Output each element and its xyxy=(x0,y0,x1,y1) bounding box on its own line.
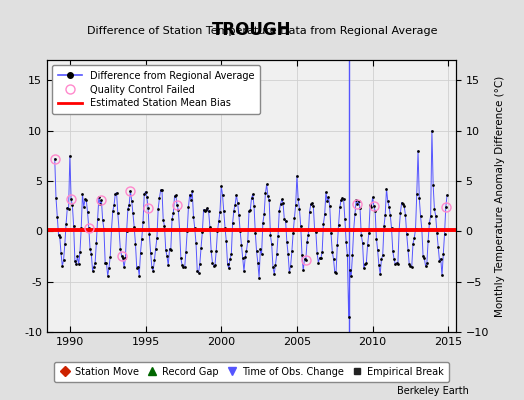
Y-axis label: Monthly Temperature Anomaly Difference (°C): Monthly Temperature Anomaly Difference (… xyxy=(495,75,505,317)
Legend: Station Move, Record Gap, Time of Obs. Change, Empirical Break: Station Move, Record Gap, Time of Obs. C… xyxy=(54,362,449,382)
Title: TROUGH: TROUGH xyxy=(212,21,291,39)
Text: Berkeley Earth: Berkeley Earth xyxy=(397,386,469,396)
Text: Difference of Station Temperature Data from Regional Average: Difference of Station Temperature Data f… xyxy=(87,26,437,36)
